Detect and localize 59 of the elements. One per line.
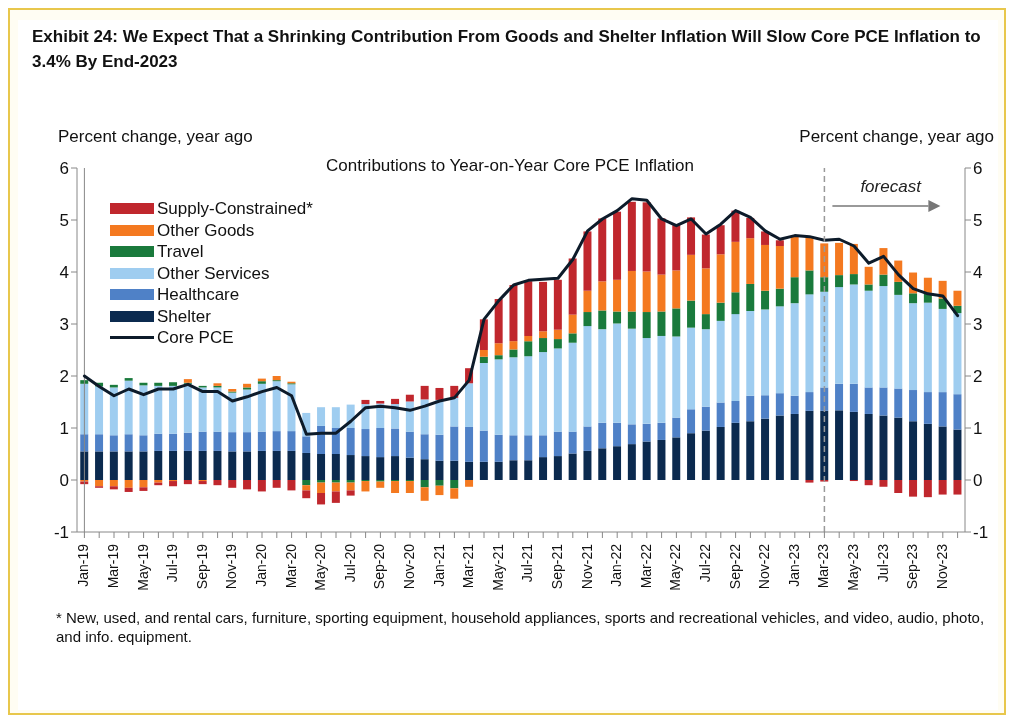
x-tick-label: Jan-23 (785, 543, 802, 587)
x-tick-label: Jan-19 (75, 543, 92, 587)
legend-label: Other Goods (157, 219, 255, 241)
legend-label: Supply-Constrained* (157, 198, 313, 220)
x-tick-label: Jul-19 (164, 543, 181, 583)
x-tick-label: Jan-20 (252, 543, 269, 587)
x-tick-label: May-22 (667, 543, 684, 591)
y-tick-label: 6 (59, 159, 69, 179)
x-tick-label: Nov-23 (933, 543, 950, 590)
x-tick-label: Sep-19 (193, 543, 210, 590)
x-tick-label: Sep-20 (371, 543, 388, 590)
legend-label: Shelter (157, 305, 211, 327)
x-tick-label: Nov-22 (756, 543, 773, 590)
ref-line-label: forecast (860, 177, 923, 196)
y2-tick-label: 6 (973, 159, 983, 179)
x-tick-label: Nov-19 (223, 543, 240, 590)
y2-tick-label: 1 (973, 419, 983, 439)
text: * New, used, and rental cars, furniture, sporting equipment, household appliances, sports and recreational vehicles, and video, audio, photo, and info. equipment. (56, 608, 986, 646)
y2-tick-label: -1 (973, 523, 989, 543)
legend-label: Travel (157, 241, 204, 263)
x-tick-label: Mar-19 (104, 543, 121, 589)
chart-subtitle: Contributions to Year-on-Year Core PCE Inflation (326, 156, 694, 175)
legend-label: Other Services (157, 262, 270, 284)
x-tick-label: May-20 (312, 543, 329, 591)
x-tick-label: Mar-22 (637, 543, 654, 589)
y2-tick-label: 2 (973, 367, 983, 387)
y2-tick-label: 4 (973, 263, 983, 283)
y-tick-label: -1 (53, 523, 69, 543)
y-tick-label: 3 (59, 315, 69, 335)
x-tick-label: Sep-23 (904, 543, 921, 590)
x-tick-label: Nov-20 (400, 543, 417, 590)
y-axis-title: Percent change, year ago (58, 127, 253, 147)
y-tick-label: 4 (59, 263, 69, 283)
x-tick-label: Sep-21 (548, 543, 565, 590)
x-tick-label: Jul-22 (696, 543, 713, 583)
y2-tick-label: 0 (973, 471, 983, 491)
x-tick-label: May-19 (134, 543, 151, 591)
x-tick-label: Jan-22 (608, 543, 625, 587)
x-tick-label: May-23 (844, 543, 861, 591)
x-tick-label: Jul-21 (519, 543, 536, 583)
x-tick-label: Mar-21 (460, 543, 477, 589)
y-tick-label: 0 (59, 471, 69, 491)
y2-tick-label: 3 (973, 315, 983, 335)
x-tick-label: May-21 (489, 543, 506, 591)
x-tick-label: Mar-23 (815, 543, 832, 589)
y-tick-label: 1 (59, 419, 69, 439)
y2-axis-title: Percent change, year ago (799, 127, 994, 147)
y-tick-label: 5 (59, 211, 69, 231)
legend-label: Core PCE (157, 327, 234, 349)
y2-tick-label: 5 (973, 211, 983, 231)
x-tick-label: Sep-22 (726, 543, 743, 590)
chart-title: Exhibit 24: We Expect That a Shrinking Contribution From Goods and Shelter Inflation Will Slow Core PCE Inflation to 3.4% By End-2023 (32, 26, 982, 73)
x-tick-label: Nov-21 (578, 543, 595, 590)
legend-label: Healthcare (157, 284, 240, 306)
x-tick-label: Mar-20 (282, 543, 299, 589)
x-tick-label: Jul-23 (874, 543, 891, 583)
y-tick-label: 2 (59, 367, 69, 387)
x-tick-label: Jan-21 (430, 543, 447, 587)
x-tick-label: Jul-20 (341, 543, 358, 583)
